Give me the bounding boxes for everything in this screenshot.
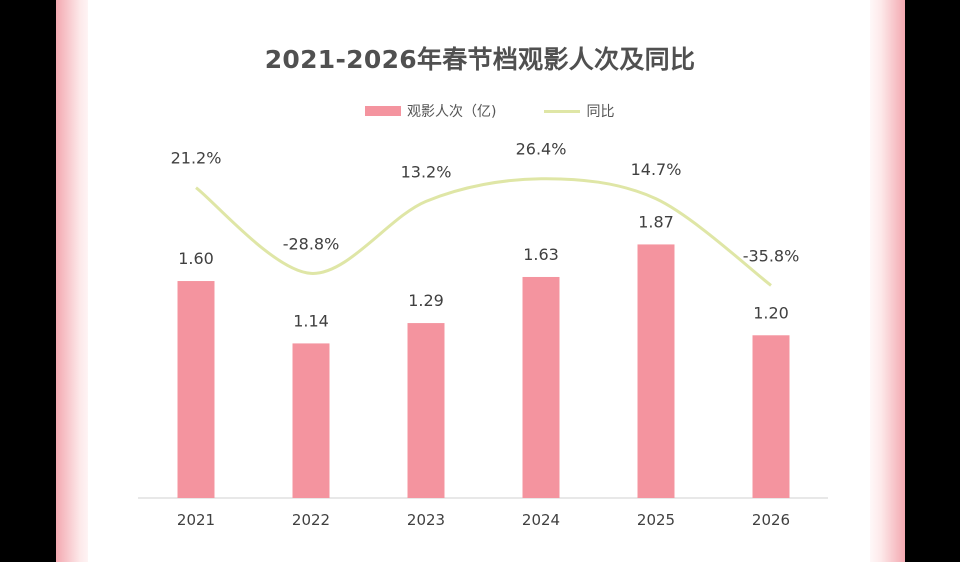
bar-value-label-2023: 1.29 — [408, 291, 444, 310]
x-tick-label-2022: 2022 — [292, 511, 330, 529]
bar-2025 — [637, 244, 675, 498]
x-tick-label-2025: 2025 — [637, 511, 675, 529]
bar-2026 — [752, 335, 790, 498]
legend-swatch-line — [544, 109, 581, 113]
bar-value-label-2026: 1.20 — [753, 303, 789, 322]
bar-value-label-2025: 1.87 — [638, 212, 674, 231]
bar-2022 — [292, 343, 330, 498]
growth-value-label-2025: 14.7% — [631, 160, 682, 179]
x-tick-label-2024: 2024 — [522, 511, 560, 529]
x-tick-label-2023: 2023 — [407, 511, 445, 529]
growth-value-label-2022: -28.8% — [283, 234, 340, 253]
growth-value-label-2023: 13.2% — [401, 162, 452, 181]
bar-value-label-2024: 1.63 — [523, 245, 559, 264]
bar-value-label-2022: 1.14 — [293, 311, 329, 330]
growth-value-label-2026: -35.8% — [743, 246, 800, 265]
chart-card — [88, 0, 870, 562]
legend-label-bar: 观影人次（亿) — [407, 104, 497, 120]
growth-value-label-2024: 26.4% — [516, 140, 567, 159]
bar-2021 — [177, 281, 215, 498]
bar-2023 — [407, 323, 445, 498]
growth-value-label-2021: 21.2% — [171, 149, 222, 168]
legend-label-line: 同比 — [586, 104, 615, 120]
bar-value-label-2021: 1.60 — [178, 249, 214, 268]
legend-swatch-bar — [365, 106, 401, 116]
x-tick-label-2026: 2026 — [752, 511, 790, 529]
chart-title: 2021-2026年春节档观影人次及同比 — [264, 45, 696, 74]
bar-2024 — [522, 276, 560, 498]
x-tick-label-2021: 2021 — [177, 511, 215, 529]
growth-line — [195, 177, 772, 287]
chart-legend: 观影人次（亿) 同比 — [365, 100, 614, 122]
